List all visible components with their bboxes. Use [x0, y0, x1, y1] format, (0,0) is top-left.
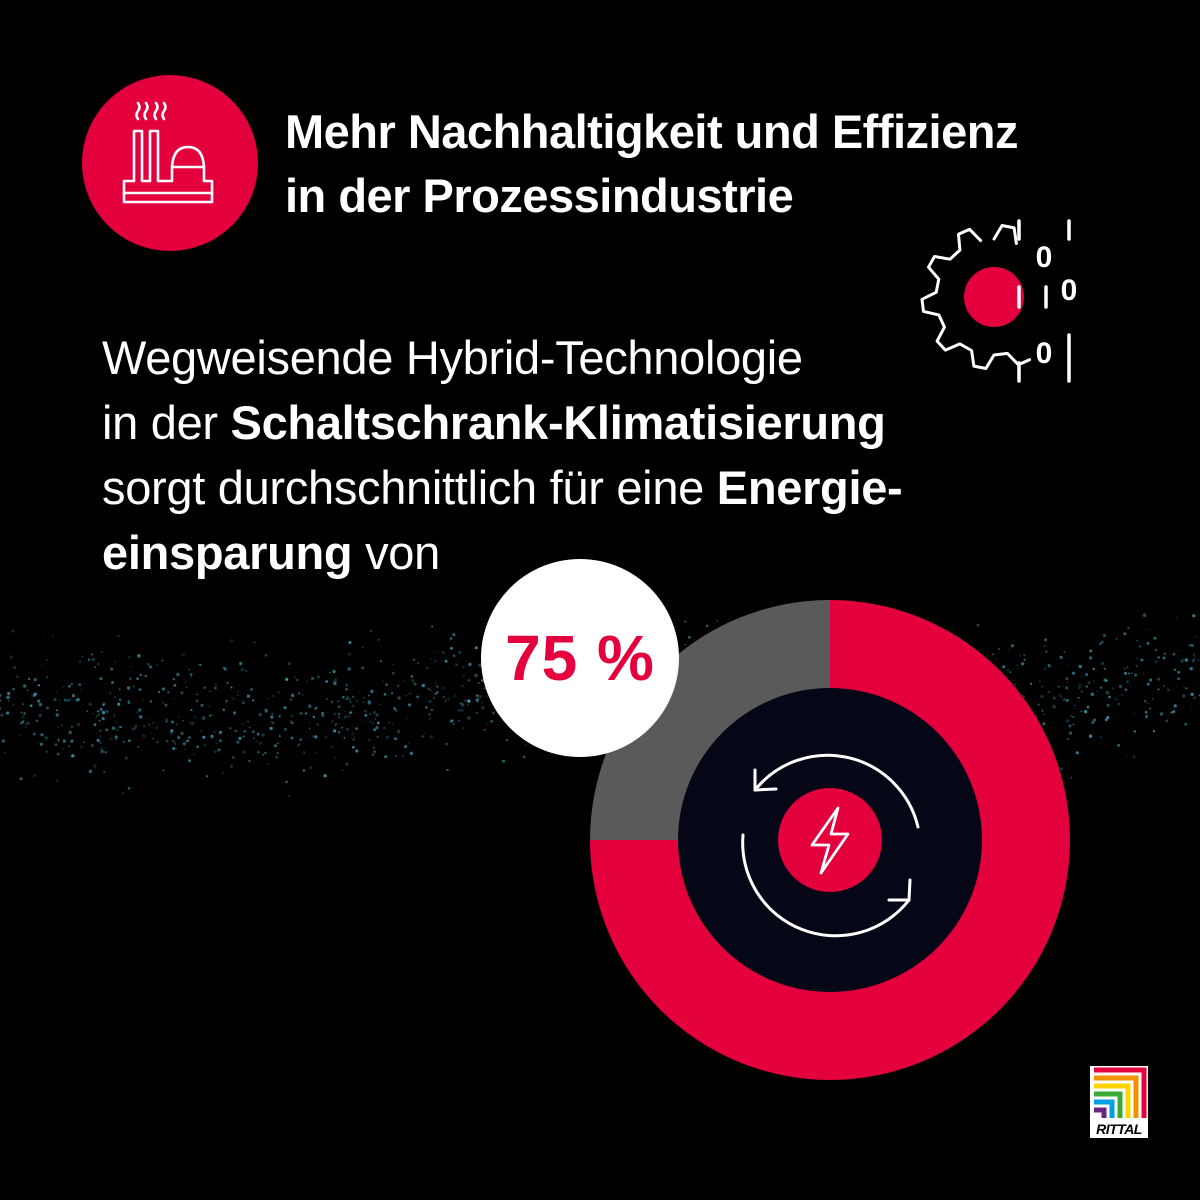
body-line-4-suffix: von [352, 526, 440, 579]
percentage-bubble: 75 % [481, 559, 679, 757]
body-line-4: einsparung von [102, 520, 1102, 585]
factory-badge [82, 75, 258, 251]
body-line-3: sorgt durchschnittlich für eine Energie- [102, 455, 1102, 520]
rittal-logo-text: RITTAL [1090, 1120, 1148, 1138]
energy-cycle-icon [741, 753, 920, 938]
body-line-4-bold: einsparung [102, 526, 353, 579]
binary-digit-3: 0 [1036, 337, 1053, 370]
body-line-2: in der Schaltschrank-Klimatisierung [102, 390, 1102, 455]
binary-digit-1: 0 [1036, 241, 1053, 274]
body-line-3-regular: sorgt durchschnittlich für eine [102, 461, 717, 514]
headline-line-2: in der Prozessindustrie [285, 169, 794, 222]
energy-center-disc [778, 788, 882, 892]
body-line-2-bold: Schaltschrank-Klimatisierung [230, 396, 886, 449]
binary-digit-2: 0 [1061, 274, 1078, 307]
rittal-logo: RITTAL [1090, 1066, 1148, 1146]
factory-icon [122, 101, 214, 204]
headline-line-1: Mehr Nachhaltigkeit und Effizienz [285, 105, 1018, 158]
body-text: Wegweisende Hybrid-Technologie in der Sc… [102, 325, 1102, 585]
gear-data-icon: 0 0 0 [920, 219, 1078, 383]
gear-outline [920, 224, 1031, 370]
rittal-logo-mark [1090, 1066, 1148, 1122]
lightning-icon [810, 806, 850, 875]
headline: Mehr Nachhaltigkeit und Effizienz in der… [285, 100, 1165, 228]
body-line-1-text: Wegweisende Hybrid-Technologie [102, 331, 803, 384]
percentage-value: 75 % [505, 622, 655, 694]
body-line-2-prefix: in der [102, 396, 231, 449]
body-line-1: Wegweisende Hybrid-Technologie [102, 325, 1102, 390]
body-line-3-bold: Energie- [716, 461, 903, 514]
